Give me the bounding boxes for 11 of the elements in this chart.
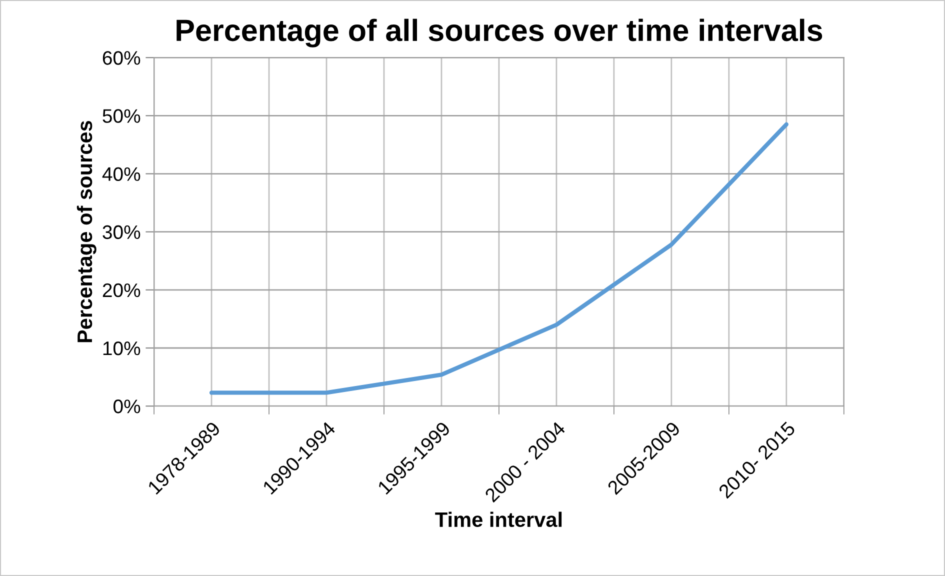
y-tick-label: 20% (102, 283, 140, 298)
y-tick-label: 40% (102, 167, 140, 181)
line-series (209, 122, 788, 395)
y-tick-label: 60% (102, 51, 140, 65)
y-axis-title: Percentage of sources (76, 120, 96, 342)
chart-title: Percentage of all sources over time intervals (176, 18, 822, 48)
y-tick-label: 10% (103, 341, 140, 356)
x-axis-title: Time interval (435, 512, 562, 528)
y-tick-label: 0% (113, 400, 140, 414)
y-tick-label: 50% (102, 109, 140, 123)
y-tick-label: 30% (102, 225, 140, 240)
